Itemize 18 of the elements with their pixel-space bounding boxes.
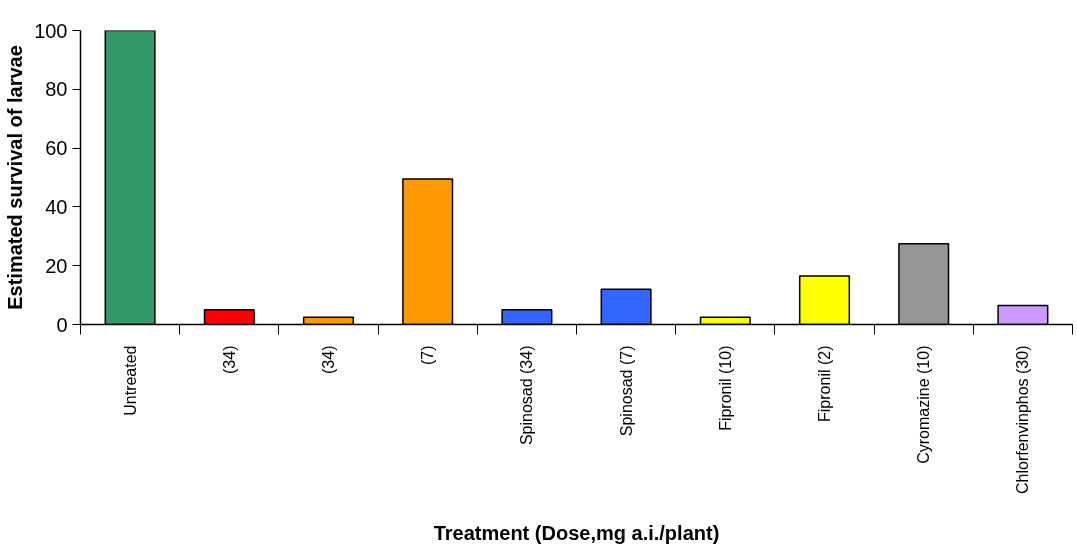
x-tick-label: (34) (220, 345, 238, 374)
x-axis-title: Treatment (Dose,mg a.i./plant) (433, 522, 720, 545)
x-tick-label: Untreated (121, 345, 139, 416)
x-tick-label: (7) (419, 345, 437, 366)
y-tick-label: 20 (45, 254, 68, 277)
x-tick-label: Spinosad (34) (518, 345, 536, 446)
x-tick-label: Cyromazine (10) (915, 345, 933, 464)
x-tick-label: Spinosad (7) (617, 345, 635, 437)
x-tick-label: Fipronil (2) (816, 345, 833, 422)
y-tick-label: 40 (45, 195, 68, 218)
y-tick-label: 60 (45, 137, 68, 160)
x-tick-label: Chlorfenvinphos (30) (1014, 345, 1032, 495)
y-tick-label: 80 (45, 78, 68, 101)
y-axis-title: Estimated survival of larvae (4, 45, 27, 310)
x-tick-label: (34) (320, 345, 337, 374)
x-tick-label: Fipronil (10) (716, 345, 734, 431)
y-tick-label: 100 (34, 19, 68, 42)
y-tick-label: 0 (56, 313, 68, 336)
